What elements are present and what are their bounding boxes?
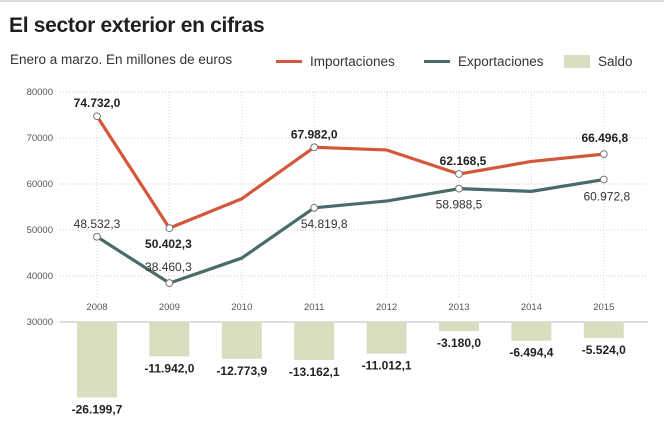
importaciones-value-label: 67.982,0 [291,127,338,141]
saldo-bar [77,322,117,398]
importaciones-value-label: 74.732,0 [74,96,121,110]
y-tick-label: 50000 [27,225,53,236]
legend-swatch-exportaciones [424,59,450,63]
x-tick-label: 2010 [231,302,252,313]
exportaciones-value-label: 58.988,5 [436,198,483,212]
exportaciones-point [455,184,463,193]
legend-label-saldo: Saldo [598,53,633,69]
exportaciones-point [165,279,174,287]
saldo-bar [294,322,335,360]
importaciones-value-label: 66.496,8 [581,131,628,145]
chart-title: El sector exterior en cifras [9,14,265,37]
y-tick-label: 60000 [27,179,53,190]
x-tick-label: 2009 [159,302,180,313]
saldo-value-label: -11.942,0 [144,361,194,375]
x-tick-label: 2013 [448,302,469,313]
top-divider [0,0,664,2]
x-tick-label: 2012 [376,302,397,313]
legend-label-exportaciones: Exportaciones [458,53,544,69]
exportaciones-value-label: 60.972,8 [583,190,630,204]
y-tick-label: 70000 [27,133,53,144]
legend-swatch-importaciones [276,59,302,63]
exportaciones-point [310,203,319,212]
saldo-value-label: -3.180,0 [437,336,481,350]
x-tick-label: 2008 [86,302,107,313]
exportaciones-value-label: 38.460,3 [145,260,192,274]
importaciones-point [165,224,174,233]
saldo-value-label: -26.199,7 [72,402,123,416]
saldo-value-label: -11.012,1 [362,359,412,373]
importaciones-value-label: 62.168,5 [440,154,487,168]
exportaciones-value-label: 54.819,8 [301,217,348,231]
saldo-bar [511,322,552,341]
importaciones-point [599,150,608,159]
importaciones-point [455,170,463,178]
exportaciones-line [95,177,606,285]
y-tick-label: 40000 [27,271,53,282]
chart-legend: Importaciones Exportaciones Saldo [0,51,664,71]
importaciones-value-label: 50.402,3 [145,237,192,251]
x-tick-label: 2011 [304,302,324,313]
exportaciones-value-label: 48.532,3 [74,217,121,231]
saldo-bar [439,322,479,332]
importaciones-point [93,112,101,121]
chart-subtitle: Enero a marzo. En millones de euros [10,52,233,67]
saldo-value-label: -6.494,4 [509,346,553,360]
saldo-bar [366,322,407,354]
saldo-bar [221,322,262,359]
saldo-value-label: -5.524,0 [582,343,626,357]
saldo-value-label: -13.162,1 [289,365,340,379]
y-tick-label: 30000 [27,317,53,328]
saldo-value-label: -12.773,9 [216,364,267,378]
legend-item-importaciones: Importaciones [276,51,395,71]
y-tick-label: 80000 [27,87,53,98]
importaciones-point [310,143,319,152]
legend-item-saldo: Saldo [564,51,633,71]
exportaciones-point [93,232,101,241]
importaciones-line [95,114,606,230]
exportaciones-point [599,175,608,184]
legend-swatch-saldo [564,54,590,68]
saldo-bar [583,322,624,338]
legend-item-exportaciones: Exportaciones [424,51,544,71]
x-tick-label: 2014 [521,302,542,313]
x-tick-label: 2015 [593,302,614,313]
legend-label-importaciones: Importaciones [310,53,395,69]
saldo-bar [149,322,190,357]
